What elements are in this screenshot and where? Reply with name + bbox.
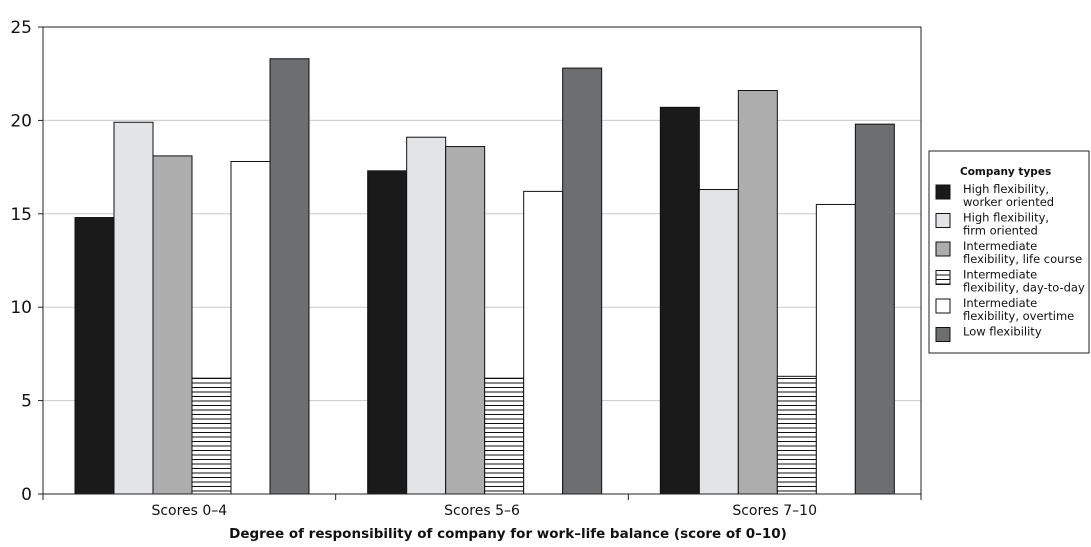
bar bbox=[698, 189, 739, 495]
bar bbox=[74, 217, 115, 495]
legend-label: High flexibility, bbox=[963, 182, 1049, 196]
x-axis-label: Degree of responsibility of company for … bbox=[229, 526, 787, 542]
legend-item: Low flexibility bbox=[935, 325, 1042, 342]
bar bbox=[269, 58, 310, 495]
bar bbox=[854, 123, 895, 495]
plot-frame bbox=[42, 26, 922, 495]
y-tick-label: 20 bbox=[10, 111, 32, 131]
bar bbox=[191, 377, 232, 495]
legend-label: flexibility, life course bbox=[963, 252, 1082, 266]
bar bbox=[113, 121, 154, 495]
bars bbox=[74, 58, 895, 495]
legend-title: Company types bbox=[960, 166, 1051, 178]
legend-label: flexibility, overtime bbox=[963, 309, 1074, 323]
legend-label: firm oriented bbox=[963, 224, 1038, 238]
legend-swatch bbox=[935, 298, 951, 314]
legend-swatch bbox=[935, 270, 951, 285]
legend-label: worker oriented bbox=[963, 195, 1054, 209]
legend-label: Intermediate bbox=[963, 268, 1037, 282]
legend-label: flexibility, day-to-day bbox=[963, 281, 1085, 295]
x-tick-label: Scores 5–6 bbox=[444, 503, 520, 519]
legend-label: Intermediate bbox=[963, 296, 1037, 310]
bar bbox=[776, 375, 817, 495]
bar bbox=[659, 106, 700, 495]
y-tick-label: 10 bbox=[10, 298, 32, 318]
legend-label: High flexibility, bbox=[963, 211, 1049, 225]
x-tick-label: Scores 7–10 bbox=[732, 503, 817, 519]
bar bbox=[737, 90, 778, 495]
legend-box bbox=[928, 150, 1090, 354]
y-axis: 0 5 10 15 20 25 bbox=[10, 18, 43, 505]
legend-item: High flexibility,worker oriented bbox=[935, 182, 1054, 209]
bar bbox=[562, 67, 603, 495]
bar bbox=[152, 155, 193, 495]
bar bbox=[484, 377, 525, 495]
x-tick-label: Scores 0–4 bbox=[151, 503, 227, 519]
bar bbox=[367, 170, 408, 495]
bar bbox=[445, 146, 486, 495]
legend: Company types High flexibility,worker or… bbox=[928, 150, 1090, 354]
y-tick-label: 5 bbox=[21, 392, 32, 412]
y-tick-label: 0 bbox=[21, 485, 32, 505]
y-tick-label: 25 bbox=[10, 18, 32, 38]
legend-swatch bbox=[935, 184, 951, 200]
legend-swatch bbox=[935, 327, 951, 342]
bar bbox=[523, 190, 564, 495]
legend-label: Low flexibility bbox=[963, 325, 1042, 339]
legend-swatch bbox=[935, 241, 951, 257]
y-tick-label: 15 bbox=[10, 205, 32, 225]
bar bbox=[406, 136, 447, 495]
x-axis: Scores 0–4 Scores 5–6 Scores 7–10 bbox=[42, 494, 922, 519]
legend-label: Intermediate bbox=[963, 239, 1037, 253]
bar bbox=[230, 160, 271, 495]
legend-item: High flexibility,firm oriented bbox=[935, 211, 1049, 238]
bar bbox=[815, 203, 856, 495]
legend-swatch bbox=[935, 213, 951, 228]
